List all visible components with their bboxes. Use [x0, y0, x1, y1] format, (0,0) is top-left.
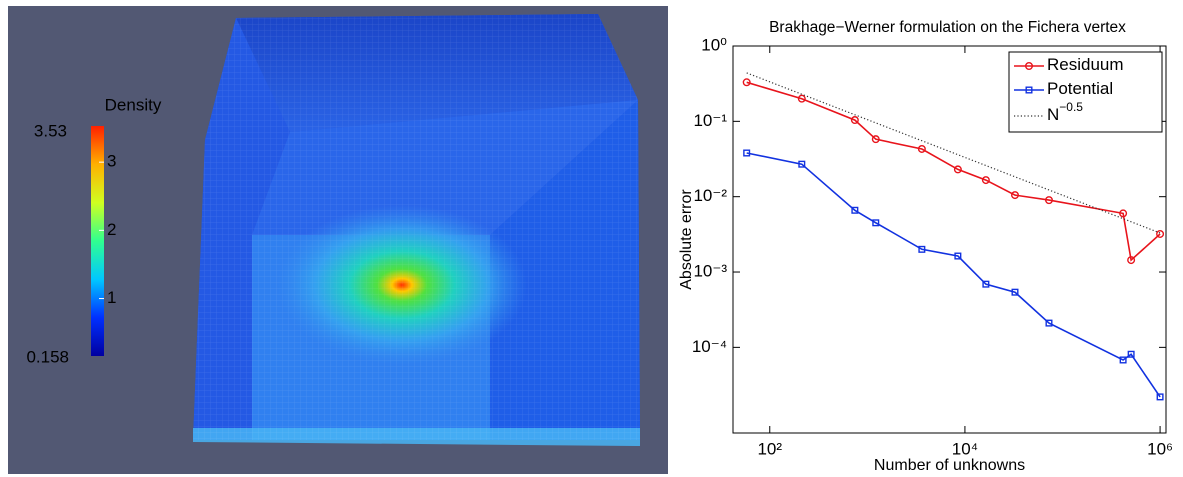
colorbar-max-label: 3.53 — [34, 121, 67, 140]
colorbar-tick-label: 3 — [107, 152, 116, 171]
legend-label-text: N — [1047, 105, 1059, 124]
point — [1119, 209, 1128, 218]
point — [1119, 356, 1127, 364]
legend-label-text: Potential — [1047, 79, 1113, 98]
colorbar-tick-label: 2 — [107, 220, 116, 239]
point — [1011, 288, 1019, 296]
y-tick-label: 10⁻² — [693, 186, 727, 205]
legend-marker — [1025, 86, 1033, 94]
y-axis-label: Absolute error — [678, 189, 695, 290]
point — [953, 165, 962, 174]
x-tick-label: 10⁶ — [1147, 439, 1173, 458]
series-line — [746, 72, 1161, 234]
legend-marker — [1024, 62, 1033, 71]
point — [871, 135, 880, 144]
point — [1045, 319, 1053, 327]
render-view — [8, 6, 668, 474]
point — [1044, 196, 1053, 205]
y-tick-label: 10⁰ — [701, 35, 727, 54]
point — [872, 219, 880, 227]
point — [954, 252, 962, 260]
colorbar-title: Density — [105, 95, 162, 114]
colorbar — [91, 126, 104, 356]
cube-mesh — [193, 14, 640, 440]
point — [1156, 229, 1165, 238]
series-line — [746, 152, 1161, 398]
point — [851, 206, 859, 214]
point — [798, 160, 806, 168]
x-axis-label: Number of unknowns — [874, 457, 1025, 474]
point — [982, 280, 990, 288]
colorbar-min-label: 0.158 — [26, 347, 69, 366]
point — [797, 94, 806, 103]
chart-title: Brakhage−Werner formulation on the Fiche… — [769, 19, 1126, 36]
point — [743, 149, 751, 157]
y-tick-label: 10⁻⁴ — [692, 337, 727, 356]
legend-label: Potential — [1047, 79, 1113, 98]
legend-label-text: Residuum — [1047, 55, 1124, 74]
x-tick-label: 10⁴ — [952, 439, 978, 458]
point — [742, 78, 751, 87]
series-line — [746, 81, 1161, 262]
point — [981, 176, 990, 185]
legend-label: N−0.5 — [1047, 100, 1083, 124]
y-tick-label: 10⁻¹ — [693, 111, 727, 130]
point — [918, 245, 926, 253]
point — [917, 144, 926, 153]
legend-label-superscript: −0.5 — [1059, 100, 1083, 114]
point — [850, 116, 859, 125]
legend-label: Residuum — [1047, 55, 1124, 74]
point — [1010, 191, 1019, 200]
point — [1127, 256, 1136, 265]
x-tick-label: 10² — [757, 439, 782, 458]
y-tick-label: 10⁻³ — [693, 262, 727, 281]
point — [1127, 350, 1135, 358]
point — [1156, 393, 1164, 401]
colorbar-tick-label: 1 — [107, 288, 116, 307]
